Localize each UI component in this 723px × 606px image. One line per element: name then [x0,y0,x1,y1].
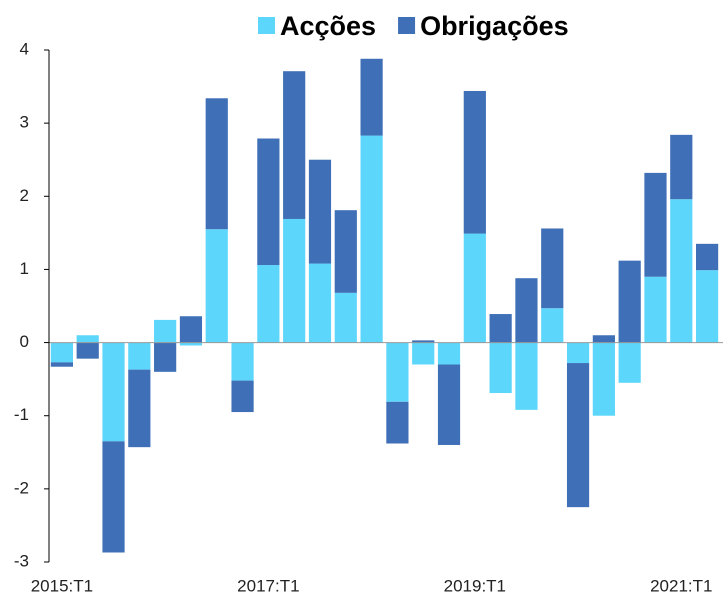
x-tick-label: 2019:T1 [444,576,506,595]
bar [437,342,461,365]
bar [50,362,74,367]
bar [360,58,383,136]
bar [231,380,254,413]
bar [334,292,357,343]
y-tick-label: 3 [20,113,29,132]
bar [618,260,641,343]
y-tick-label: -1 [14,405,29,424]
bar [128,369,151,448]
bar [257,265,280,343]
bar [386,401,409,444]
x-tick-label: 2015:T1 [31,576,93,595]
bar [412,342,435,365]
bar [179,316,203,343]
y-tick-label: 2 [20,186,29,205]
bar [463,233,486,343]
bar [541,308,564,343]
bar [695,270,719,343]
bar [283,218,306,343]
bar [412,340,435,343]
bar [386,342,409,402]
bar [334,210,357,293]
legend-swatch [258,17,275,34]
bar [566,342,590,364]
legend-swatch [398,17,416,34]
bar [283,71,306,219]
bar [257,138,280,266]
bar [515,278,538,343]
bar [670,134,693,200]
bar [102,342,125,442]
bar [618,342,641,383]
bar [205,98,228,230]
bar [592,342,615,416]
bar [179,342,203,346]
y-tick-label: 4 [20,39,29,58]
bar [644,172,667,277]
bar [205,229,228,343]
bar [231,342,254,381]
bar [102,441,125,553]
y-tick-label: 1 [20,259,29,278]
x-tick-label: 2021:T1 [650,576,712,595]
y-tick-label: -3 [14,551,29,570]
bar [76,335,99,343]
legend-label: Obrigações [420,11,569,41]
bar [515,342,538,410]
bar [695,243,719,271]
x-tick-label: 2017:T1 [237,576,299,595]
y-tick-label: 0 [20,332,29,351]
bar [437,364,461,445]
bar [541,228,564,309]
bar [592,335,615,343]
legend-label: Acções [280,11,376,41]
bar [670,199,693,343]
bar [308,263,332,343]
bar [50,342,74,363]
bar [644,276,667,343]
bar [463,90,486,234]
bar [566,363,590,508]
bar [154,342,177,372]
y-tick-label: -2 [14,478,29,497]
bar [308,159,332,264]
bar [489,342,512,394]
bar [76,342,99,359]
bar [154,319,177,343]
bar [489,314,512,343]
bar [360,135,383,343]
bar [128,342,151,370]
